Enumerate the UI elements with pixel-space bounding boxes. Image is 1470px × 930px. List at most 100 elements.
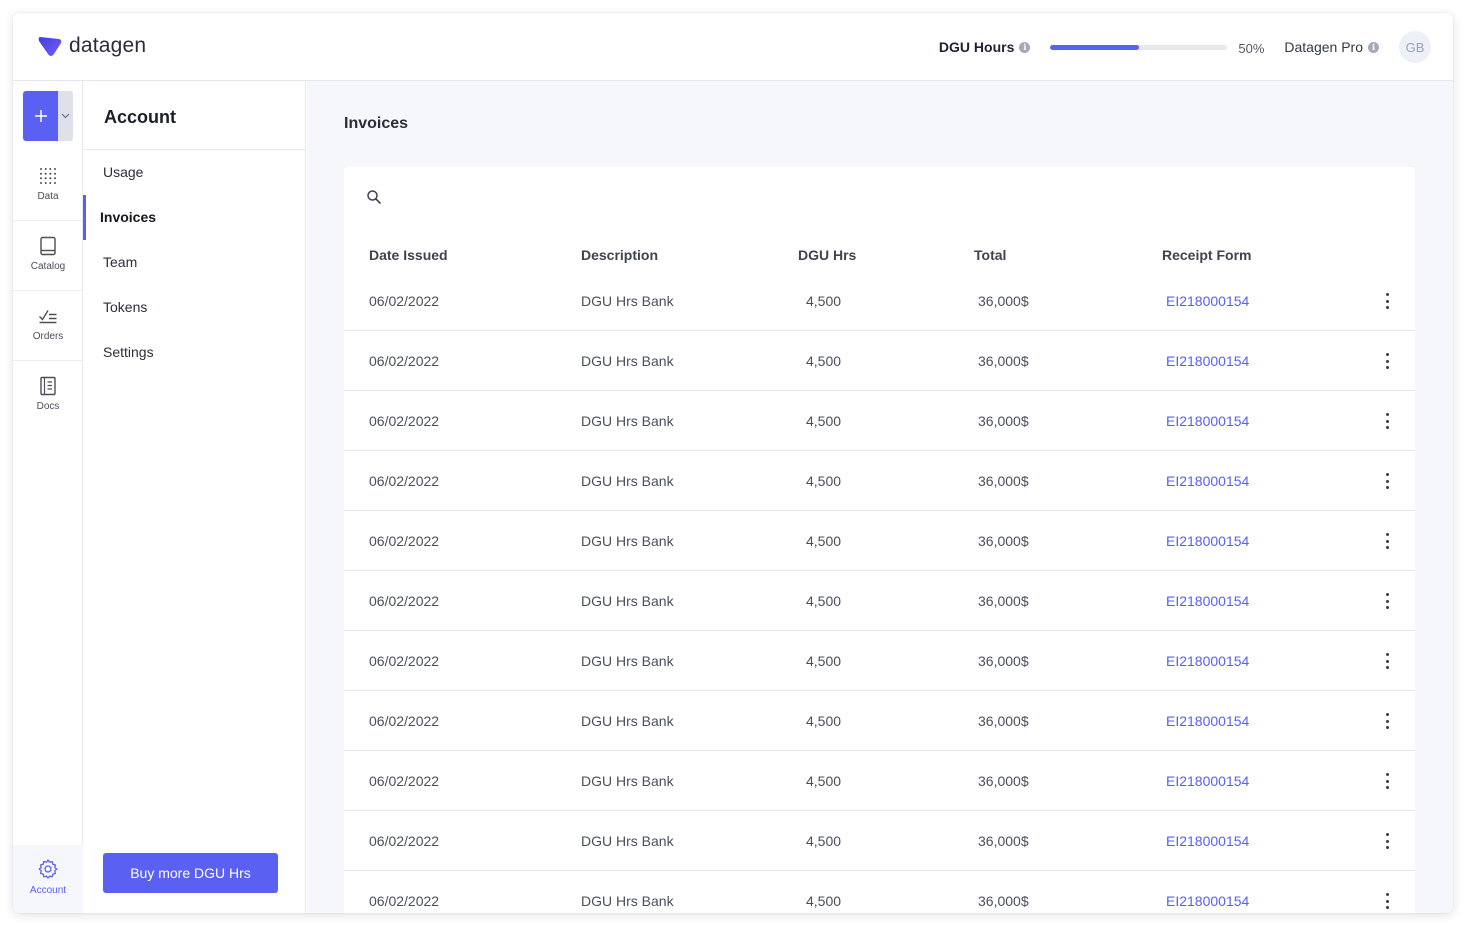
nav-item-settings[interactable]: Settings (103, 344, 154, 360)
search-icon[interactable] (366, 189, 382, 205)
receipt-link[interactable]: EI218000154 (1166, 833, 1250, 849)
dgu-hours-progress (1050, 44, 1228, 50)
receipt-link[interactable]: EI218000154 (1166, 653, 1250, 669)
receipt-link[interactable]: EI218000154 (1166, 713, 1250, 729)
table-row[interactable]: 06/02/2022 DGU Hrs Bank 4,500 36,000$ EI… (344, 391, 1415, 451)
rail-item-docs[interactable]: Docs (13, 361, 83, 431)
receipt-link[interactable]: EI218000154 (1166, 353, 1250, 369)
cell-date: 06/02/2022 (369, 653, 440, 669)
cell-dgu-hrs: 4,500 (806, 653, 842, 669)
table-row[interactable]: 06/02/2022 DGU Hrs Bank 4,500 36,000$ EI… (344, 751, 1415, 811)
create-dropdown-button[interactable] (58, 91, 73, 141)
receipt-link[interactable]: EI218000154 (1166, 473, 1250, 489)
cell-total: 36,000$ (978, 473, 1029, 489)
cell-date: 06/02/2022 (369, 473, 440, 489)
rail-item-account[interactable]: Account (13, 845, 83, 913)
rail-label-catalog: Catalog (30, 261, 66, 272)
account-sidebar: Account Usage Invoices Team Tokens Setti… (83, 81, 306, 913)
cell-total: 36,000$ (978, 593, 1029, 609)
datagen-logo[interactable]: datagen (37, 33, 146, 59)
avatar[interactable]: GB (1399, 31, 1431, 63)
datagen-logo-icon (38, 37, 62, 56)
cell-dgu-hrs: 4,500 (806, 473, 842, 489)
receipt-link[interactable]: EI218000154 (1166, 893, 1250, 909)
cell-total: 36,000$ (978, 893, 1029, 909)
rail-item-catalog[interactable]: Catalog (13, 221, 83, 291)
receipt-link[interactable]: EI218000154 (1166, 293, 1250, 309)
more-options-icon[interactable] (1380, 711, 1394, 731)
table-row[interactable]: 06/02/2022 DGU Hrs Bank 4,500 36,000$ EI… (344, 571, 1415, 631)
receipt-link[interactable]: EI218000154 (1166, 773, 1250, 789)
more-options-icon[interactable] (1380, 351, 1394, 371)
cell-total: 36,000$ (978, 653, 1029, 669)
more-options-icon[interactable] (1380, 891, 1394, 911)
receipt-link[interactable]: EI218000154 (1166, 533, 1250, 549)
column-header-total[interactable]: Total (974, 247, 1007, 263)
top-bar: datagen DGU Hours i 50% Datagen Pro i GB (13, 13, 1453, 81)
info-icon[interactable]: i (1019, 41, 1031, 53)
column-header-description[interactable]: Description (581, 247, 659, 263)
more-options-icon[interactable] (1380, 651, 1394, 671)
cell-description: DGU Hrs Bank (581, 833, 674, 849)
cell-total: 36,000$ (978, 413, 1029, 429)
cell-description: DGU Hrs Bank (581, 773, 674, 789)
table-body: 06/02/2022 DGU Hrs Bank 4,500 36,000$ EI… (344, 271, 1415, 913)
table-row[interactable]: 06/02/2022 DGU Hrs Bank 4,500 36,000$ EI… (344, 811, 1415, 871)
nav-item-usage[interactable]: Usage (103, 164, 144, 180)
cell-dgu-hrs: 4,500 (806, 833, 842, 849)
rail-item-orders[interactable]: Orders (13, 291, 83, 361)
table-row[interactable]: 06/02/2022 DGU Hrs Bank 4,500 36,000$ EI… (344, 631, 1415, 691)
table-row[interactable]: 06/02/2022 DGU Hrs Bank 4,500 36,000$ EI… (344, 451, 1415, 511)
nav-item-team[interactable]: Team (103, 254, 138, 270)
more-options-icon[interactable] (1380, 471, 1394, 491)
document-icon (40, 376, 56, 396)
plan-label: Datagen Pro (1284, 39, 1363, 55)
cell-total: 36,000$ (978, 833, 1029, 849)
cell-description: DGU Hrs Bank (581, 533, 674, 549)
more-options-icon[interactable] (1380, 771, 1394, 791)
cell-description: DGU Hrs Bank (581, 653, 674, 669)
more-options-icon[interactable] (1380, 831, 1394, 851)
create-button (23, 91, 73, 141)
nav-item-invoices[interactable]: Invoices (83, 195, 305, 240)
app-window: datagen DGU Hours i 50% Datagen Pro i GB (13, 13, 1453, 913)
table-row[interactable]: 06/02/2022 DGU Hrs Bank 4,500 36,000$ EI… (344, 331, 1415, 391)
rail-item-data[interactable]: Data (13, 151, 83, 221)
cell-total: 36,000$ (978, 353, 1029, 369)
table-row[interactable]: 06/02/2022 DGU Hrs Bank 4,500 36,000$ EI… (344, 271, 1415, 331)
buy-more-hours-button[interactable]: Buy more DGU Hrs (103, 853, 278, 893)
cell-dgu-hrs: 4,500 (806, 593, 842, 609)
more-options-icon[interactable] (1380, 591, 1394, 611)
column-header-date[interactable]: Date Issued (369, 247, 448, 263)
create-plus-button[interactable] (23, 91, 58, 141)
cell-date: 06/02/2022 (369, 533, 440, 549)
cell-date: 06/02/2022 (369, 893, 440, 909)
table-row[interactable]: 06/02/2022 DGU Hrs Bank 4,500 36,000$ EI… (344, 511, 1415, 571)
more-options-icon[interactable] (1380, 291, 1394, 311)
dgu-hours-percent: 50% (1238, 41, 1265, 56)
cell-total: 36,000$ (978, 293, 1029, 309)
column-header-receipt[interactable]: Receipt Form (1162, 247, 1252, 263)
brand-name: datagen (69, 34, 147, 57)
cell-dgu-hrs: 4,500 (806, 893, 842, 909)
nav-item-tokens[interactable]: Tokens (103, 299, 148, 315)
more-options-icon[interactable] (1380, 411, 1394, 431)
cell-date: 06/02/2022 (369, 773, 440, 789)
table-header: Date Issued Description DGU Hrs Total Re… (344, 241, 1415, 271)
table-row[interactable]: 06/02/2022 DGU Hrs Bank 4,500 36,000$ EI… (344, 691, 1415, 751)
rail-label-docs: Docs (36, 401, 60, 412)
table-row[interactable]: 06/02/2022 DGU Hrs Bank 4,500 36,000$ EI… (344, 871, 1415, 913)
cell-description: DGU Hrs Bank (581, 713, 674, 729)
cell-description: DGU Hrs Bank (581, 293, 674, 309)
receipt-link[interactable]: EI218000154 (1166, 413, 1250, 429)
page-title: Invoices (344, 115, 409, 132)
more-options-icon[interactable] (1380, 531, 1394, 551)
cell-total: 36,000$ (978, 713, 1029, 729)
receipt-link[interactable]: EI218000154 (1166, 593, 1250, 609)
grid-dots-icon (40, 168, 56, 184)
column-header-dgu-hrs[interactable]: DGU Hrs (798, 247, 857, 263)
plan-info-icon[interactable]: i (1368, 41, 1379, 53)
invoices-card: Date Issued Description DGU Hrs Total Re… (344, 167, 1415, 913)
cell-dgu-hrs: 4,500 (806, 353, 842, 369)
cell-date: 06/02/2022 (369, 413, 440, 429)
